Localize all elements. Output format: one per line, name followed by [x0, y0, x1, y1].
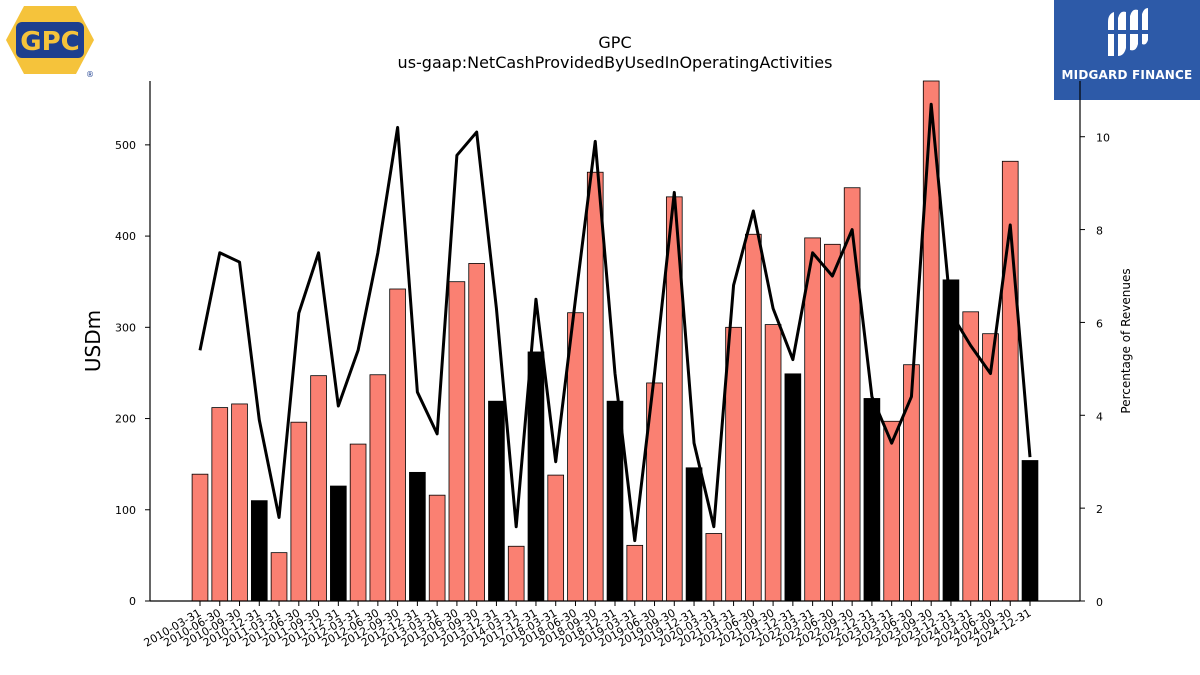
- y2-tick-label: 0: [1096, 596, 1103, 609]
- y-tick-label: 400: [115, 230, 136, 243]
- bar-2012-06-30: [369, 374, 387, 602]
- bar-2011-03-31: [270, 552, 288, 602]
- plot-area: 010020030040050002468102010-03-312010-06…: [115, 80, 1110, 650]
- y2-axis-label: Percentage of Revenues: [1119, 268, 1133, 413]
- bar-2018-09-30: [586, 171, 604, 602]
- chart-title: GPC: [598, 33, 631, 52]
- gpc-logo-badge: [16, 22, 84, 58]
- bar-2012-03-31: [349, 443, 367, 602]
- bar-2022-03-31: [804, 237, 821, 602]
- y2-tick-label: 8: [1096, 225, 1103, 238]
- bar-2014-03-31: [507, 545, 525, 602]
- bar-2013-06-30: [448, 281, 466, 602]
- bar-2022-09-30: [843, 187, 861, 602]
- bar-2012-12-31: [409, 471, 426, 602]
- bar-2020-03-31: [705, 533, 723, 602]
- bar-2022-12-31: [863, 398, 881, 602]
- bar-2013-09-30: [468, 263, 485, 602]
- y2-tick-label: 6: [1096, 317, 1103, 330]
- y2-tick-label: 10: [1096, 132, 1110, 145]
- y-tick-label: 100: [115, 504, 136, 517]
- bar-2023-12-31: [942, 279, 960, 602]
- gpc-logo-graphic: GPC ®: [6, 6, 94, 79]
- y-tick-label: 0: [129, 595, 136, 608]
- registered-mark: ®: [86, 70, 94, 79]
- bar-2018-03-31: [547, 474, 565, 602]
- y2-tick-label: 4: [1096, 410, 1103, 423]
- bar-2010-12-31: [250, 500, 268, 602]
- bar-2012-09-30: [389, 288, 406, 602]
- bar-2010-03-31: [191, 473, 209, 602]
- bar-2010-09-30: [231, 403, 248, 602]
- bar-2011-12-31: [330, 485, 347, 602]
- gpc-logo: GPC ®: [4, 4, 96, 80]
- y-tick-label: 200: [115, 413, 136, 426]
- bar-2021-12-31: [784, 373, 802, 602]
- publisher-name: MIDGARD FINANCE: [1061, 68, 1193, 82]
- midgard-emblem-icon: [1104, 8, 1152, 57]
- midgard-finance-logo: MIDGARD FINANCE: [1054, 0, 1200, 100]
- y-axis-label: USDm: [81, 310, 105, 372]
- bar-2013-03-31: [428, 494, 446, 602]
- bar-2021-09-30: [764, 324, 782, 602]
- bar-2021-06-30: [745, 233, 762, 602]
- bar-2022-06-30: [824, 243, 841, 602]
- y-tick-label: 500: [115, 139, 136, 152]
- chart-subtitle: us-gaap:NetCashProvidedByUsedInOperating…: [398, 53, 833, 72]
- bar-2023-03-31: [883, 420, 900, 602]
- bar-2019-12-31: [685, 467, 703, 602]
- bar-2019-03-31: [626, 544, 644, 602]
- bar-2010-06-30: [211, 407, 229, 602]
- gpc-logo-text: GPC: [20, 27, 79, 57]
- percentage-line: [198, 102, 1032, 543]
- bar-2011-06-30: [290, 421, 308, 602]
- bar-2013-12-31: [488, 400, 505, 602]
- y-tick-label: 300: [115, 321, 136, 334]
- bar-2017-12-31: [527, 351, 545, 602]
- bar-2024-12-31: [1021, 460, 1039, 602]
- bar-2011-09-30: [310, 375, 327, 602]
- y2-tick-label: 2: [1096, 503, 1103, 516]
